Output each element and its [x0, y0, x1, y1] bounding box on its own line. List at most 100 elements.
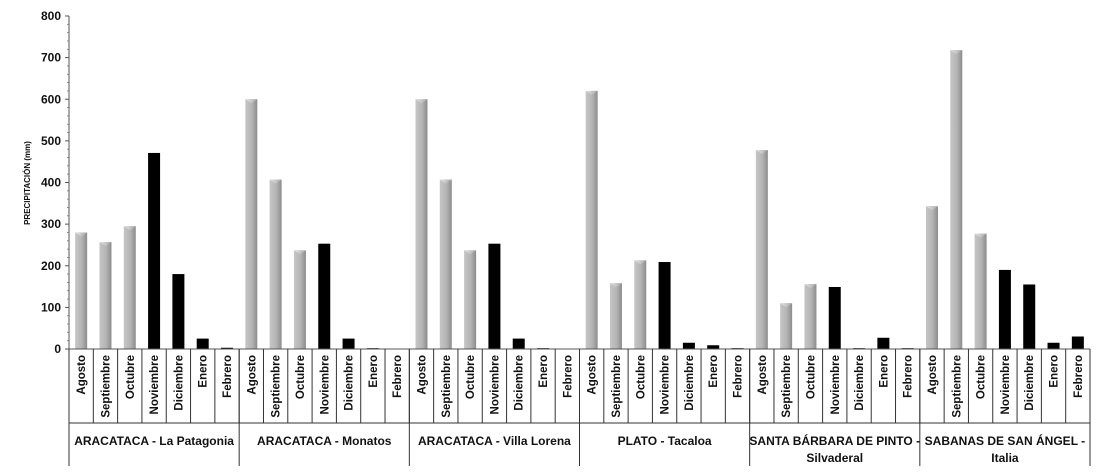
bar-agosto-g3 — [415, 99, 428, 349]
bar-septiembre-g3 — [439, 179, 452, 349]
x-axis: Agosto Septiembre Octubre Noviembre Diciembr… — [68, 348, 1091, 466]
bar-agosto-g2 — [245, 99, 258, 349]
bar-septiembre-g5 — [780, 303, 793, 349]
bar-top-bevel — [99, 242, 112, 247]
bar-top-bevel — [780, 303, 793, 308]
bar-top-bevel — [804, 284, 817, 289]
x-category-label: Enero — [538, 355, 550, 388]
x-category-label: Octubre — [805, 355, 817, 399]
x-category-label: Diciembre — [514, 355, 526, 411]
x-category-label: Enero — [1049, 355, 1061, 388]
bar-agosto-g5 — [755, 150, 768, 349]
x-category-label: Diciembre — [684, 355, 696, 411]
bar-top-bevel — [634, 260, 647, 265]
x-category-label: Septiembre — [781, 355, 793, 418]
x-category-label: Octubre — [125, 355, 137, 399]
x-category-label: Noviembre — [830, 355, 842, 414]
x-category-label: Agosto — [757, 355, 769, 395]
bar-octubre-g6 — [974, 233, 987, 349]
bar-febrero-g6 — [1071, 336, 1084, 349]
x-category-label: Septiembre — [441, 355, 453, 418]
bar-top-bevel — [585, 90, 598, 95]
bar-top-bevel — [415, 99, 428, 104]
x-category-label: Agosto — [76, 355, 88, 395]
y-tick-label: 400 — [41, 176, 61, 190]
bar-top-bevel — [464, 250, 477, 255]
x-category-label: Noviembre — [319, 355, 331, 414]
x-group-label: Silvaderal — [806, 451, 863, 465]
bar-diciembre-g6 — [1023, 284, 1036, 349]
y-tick-label: 500 — [41, 134, 61, 148]
x-category-label: Agosto — [927, 355, 939, 395]
bar-top-bevel — [123, 226, 136, 231]
x-group-label: PLATO - Tacaloa — [618, 434, 712, 448]
bar-top-bevel — [925, 206, 938, 211]
bar-diciembre-g1 — [172, 274, 185, 349]
x-category-label: Noviembre — [660, 355, 672, 414]
x-category-label: Febrero — [562, 355, 574, 398]
x-category-label: Enero — [198, 355, 210, 388]
x-category-label: Enero — [368, 355, 380, 388]
x-category-label: Noviembre — [149, 355, 161, 414]
bar-noviembre-g5 — [828, 286, 841, 349]
bar-top-bevel — [755, 150, 768, 155]
x-category-label: Agosto — [416, 355, 428, 395]
y-tick-label: 100 — [41, 300, 61, 314]
x-category-label: Noviembre — [489, 355, 501, 414]
x-category-label: Septiembre — [611, 355, 623, 418]
bar-noviembre-g1 — [148, 152, 161, 349]
x-group-label: ARACATACA - Villa Lorena — [418, 434, 571, 448]
x-group-label: Italia — [991, 451, 1019, 465]
y-tick-label: 600 — [41, 92, 61, 106]
x-category-label: Febrero — [903, 355, 915, 398]
x-category-label: Febrero — [733, 355, 745, 398]
x-category-label: Septiembre — [100, 355, 112, 418]
x-category-label: Febrero — [222, 355, 234, 398]
x-group-label: SABANAS DE SAN ÁNGEL - — [925, 433, 1085, 448]
bar-top-bevel — [439, 179, 452, 184]
x-group-label: SANTA BÁRBARA DE PINTO - — [749, 433, 920, 448]
y-tick-label: 200 — [41, 259, 61, 273]
bar-octubre-g3 — [464, 250, 477, 349]
bar-diciembre-g3 — [512, 338, 525, 349]
bar-noviembre-g2 — [318, 243, 331, 349]
y-tick-label: 700 — [41, 51, 61, 65]
bar-top-bevel — [974, 233, 987, 238]
bar-octubre-g1 — [123, 226, 136, 349]
bar-enero-g6 — [1047, 342, 1060, 349]
x-category-label: Noviembre — [1000, 355, 1012, 414]
bar-noviembre-g4 — [658, 262, 671, 349]
bar-agosto-g4 — [585, 90, 598, 350]
bar-enero-g5 — [877, 337, 890, 349]
bar-octubre-g2 — [293, 250, 306, 349]
bar-octubre-g4 — [634, 260, 647, 349]
bar-enero-g4 — [707, 345, 720, 349]
bar-octubre-g5 — [804, 284, 817, 349]
bar-noviembre-g6 — [998, 269, 1011, 349]
x-category-label: Octubre — [295, 355, 307, 399]
x-category-label: Diciembre — [854, 355, 866, 411]
x-group-label: ARACATACA - La Patagonia — [74, 434, 234, 448]
x-category-label: Septiembre — [271, 355, 283, 418]
bar-noviembre-g3 — [488, 243, 501, 349]
y-tick-label: 800 — [41, 9, 61, 23]
bar-top-bevel — [293, 250, 306, 255]
bar-septiembre-g1 — [99, 242, 112, 349]
x-category-label: Diciembre — [1024, 355, 1036, 411]
x-category-label: Octubre — [976, 355, 988, 399]
x-category-label: Diciembre — [344, 355, 356, 411]
y-axis: 0 100 200 300 400 500 600 700 800 — [41, 9, 70, 356]
x-category-label: Enero — [708, 355, 720, 388]
x-category-label: Enero — [878, 355, 890, 388]
bar-diciembre-g2 — [342, 338, 355, 349]
bar-agosto-g1 — [75, 232, 88, 349]
x-category-label: Octubre — [465, 355, 477, 399]
x-category-label: Agosto — [246, 355, 258, 395]
bar-febrero-g1 — [221, 347, 234, 349]
bar-top-bevel — [269, 179, 282, 184]
bar-top-bevel — [245, 99, 258, 104]
bar-top-bevel — [609, 283, 622, 288]
bar-top-bevel — [950, 50, 963, 55]
